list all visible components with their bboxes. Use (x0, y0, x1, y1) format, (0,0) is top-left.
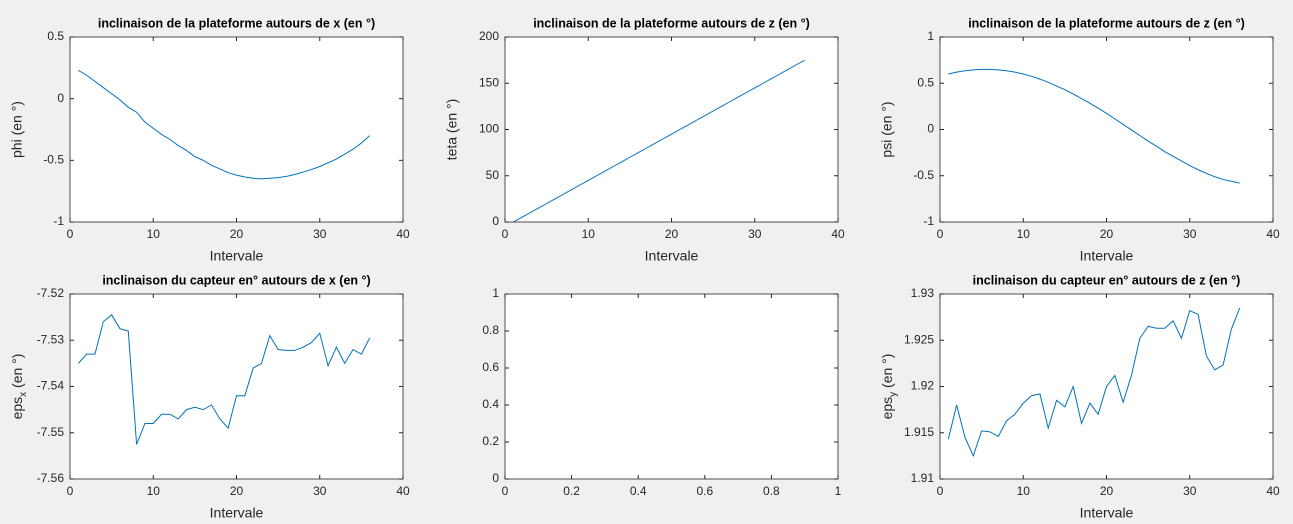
y-tick-label: -7.56 (37, 471, 65, 485)
y-tick-label: -1 (923, 214, 934, 228)
y-tick-label: -0.5 (913, 168, 934, 182)
axes (940, 37, 1273, 222)
axes-title: inclinaison du capteur en° autours de x … (102, 273, 370, 287)
x-tick-label: 0.2 (563, 484, 580, 498)
x-tick-label: 0 (937, 227, 944, 241)
data-line (947, 307, 1241, 458)
x-axis-label: Intervale (1080, 505, 1134, 521)
x-tick-label: 30 (313, 484, 327, 498)
y-tick-label: -7.52 (37, 286, 65, 300)
y-tick-label: 0.6 (482, 360, 499, 374)
y-tick-label: 0.8 (482, 323, 499, 337)
axes-box (939, 36, 1274, 223)
axes-title: inclinaison du capteur en° autours de z … (973, 273, 1241, 287)
y-tick-label: 0.5 (917, 75, 934, 89)
x-tick-label: 20 (1100, 227, 1114, 241)
x-tick-label: 40 (396, 484, 410, 498)
axes (70, 294, 403, 479)
x-axis-label: Intervale (210, 505, 264, 521)
y-tick-label: -1 (53, 214, 64, 228)
x-tick-label: 40 (396, 227, 410, 241)
y-tick-label: 0 (492, 214, 499, 228)
axes-box (504, 36, 839, 223)
y-tick-label: 100 (479, 122, 499, 136)
x-tick-label: 0 (937, 484, 944, 498)
y-tick-label: 0 (492, 471, 499, 485)
y-tick-label: 50 (486, 168, 500, 182)
y-axis-label: teta (en °) (444, 99, 460, 161)
x-tick-label: 40 (831, 227, 845, 241)
y-axis-label: phi (en °) (9, 101, 25, 158)
y-tick-label: 150 (479, 75, 499, 89)
axes (70, 37, 403, 222)
axes-box (69, 36, 404, 223)
x-tick-label: 10 (147, 227, 161, 241)
x-tick-label: 20 (665, 227, 679, 241)
axes-title: inclinaison de la plateforme autours de … (968, 16, 1245, 30)
x-tick-label: 30 (313, 227, 327, 241)
axes-box (504, 293, 839, 480)
x-axis-label: Intervale (1080, 248, 1134, 264)
x-tick-label: 20 (230, 227, 244, 241)
data-line (948, 68, 1240, 184)
y-axis-label: epsy (en °) (879, 354, 899, 420)
x-tick-label: 30 (1183, 227, 1197, 241)
x-tick-label: 20 (1100, 484, 1114, 498)
x-axis-label: Intervale (210, 248, 264, 264)
x-tick-label: 10 (147, 484, 161, 498)
x-tick-label: 0 (502, 484, 509, 498)
axes-title: inclinaison de la plateforme autours de … (98, 16, 375, 30)
data-line (77, 314, 371, 445)
y-tick-label: 1 (492, 286, 499, 300)
axes (505, 294, 838, 479)
x-tick-label: 40 (1266, 484, 1280, 498)
y-tick-label: 0.4 (482, 397, 499, 411)
y-tick-label: 0.5 (47, 29, 64, 43)
axes (505, 37, 838, 222)
x-tick-label: 0 (502, 227, 509, 241)
y-tick-label: 0 (927, 122, 934, 136)
x-axis-label: Intervale (645, 248, 699, 264)
x-tick-label: 0.4 (630, 484, 647, 498)
x-tick-label: 10 (1017, 484, 1031, 498)
y-tick-label: -0.5 (43, 153, 64, 167)
y-tick-label: -7.53 (37, 332, 65, 346)
data-line (513, 59, 805, 223)
y-tick-label: 200 (479, 29, 499, 43)
x-tick-label: 1 (835, 484, 842, 498)
x-tick-label: 20 (230, 484, 244, 498)
y-tick-label: 1.925 (904, 332, 934, 346)
y-tick-label: 1.915 (904, 425, 934, 439)
x-tick-label: 0 (67, 484, 74, 498)
x-tick-label: 30 (748, 227, 762, 241)
data-line (78, 69, 371, 180)
x-tick-label: 10 (1017, 227, 1031, 241)
y-axis-label: psi (en °) (879, 101, 895, 157)
y-tick-label: 1.92 (911, 379, 935, 393)
x-tick-label: 0.8 (763, 484, 780, 498)
y-tick-label: -7.55 (37, 425, 65, 439)
y-tick-label: 1.93 (911, 286, 935, 300)
y-tick-label: 0.2 (482, 434, 499, 448)
x-tick-label: 0.6 (696, 484, 713, 498)
x-tick-label: 40 (1266, 227, 1280, 241)
x-tick-label: 0 (67, 227, 74, 241)
x-tick-label: 10 (582, 227, 596, 241)
axes-box (939, 293, 1274, 480)
axes-title: inclinaison de la plateforme autours de … (533, 16, 810, 30)
x-tick-label: 30 (1183, 484, 1197, 498)
y-tick-label: 1 (927, 29, 934, 43)
y-tick-label: -7.54 (37, 379, 65, 393)
y-axis-label: epsx (en °) (9, 354, 29, 420)
y-tick-label: 0 (57, 91, 64, 105)
axes-box (69, 293, 404, 480)
y-tick-label: 1.91 (911, 471, 935, 485)
